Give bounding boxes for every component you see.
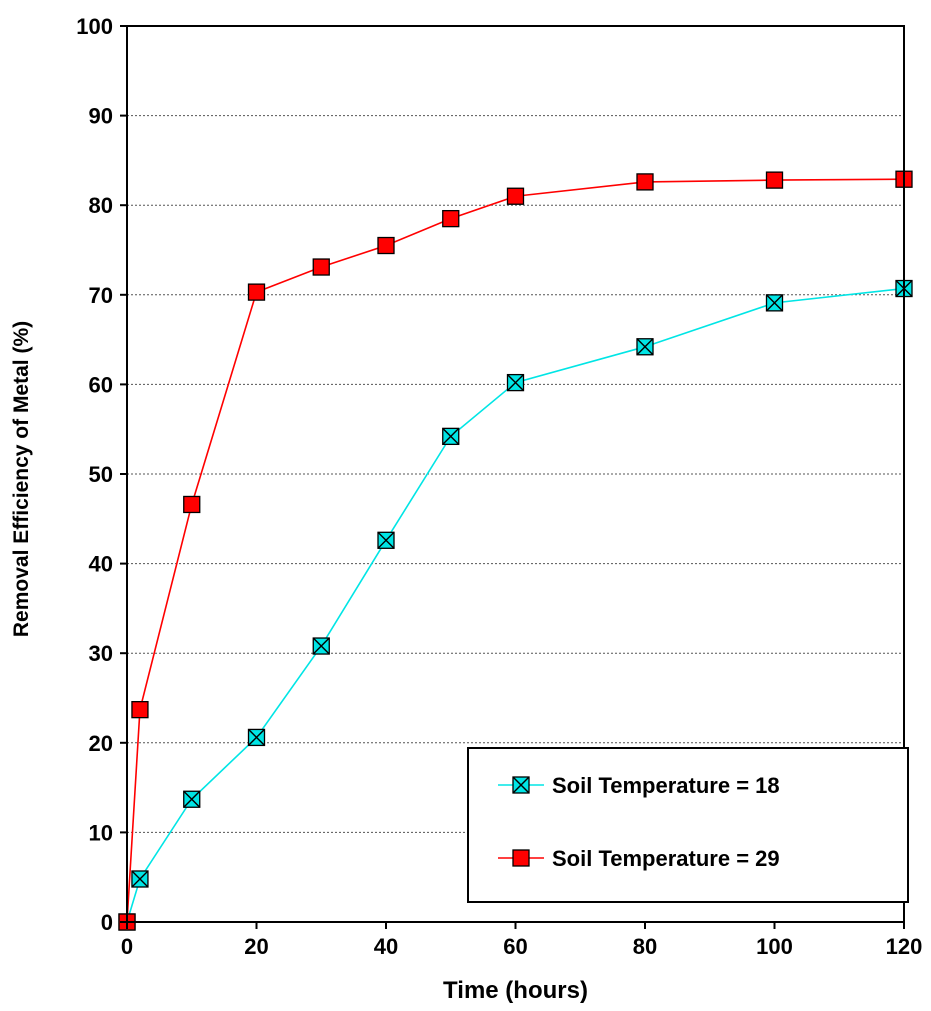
y-tick-label: 10	[89, 820, 113, 845]
y-tick-label: 100	[76, 14, 113, 39]
data-point	[512, 849, 530, 867]
legend-item-2: Soil Temperature = 29	[498, 846, 780, 871]
y-tick-label: 20	[89, 731, 113, 756]
marker-cross	[312, 637, 330, 655]
y-tick-label: 80	[89, 193, 113, 218]
grid-layer	[127, 115, 904, 833]
data-point	[765, 294, 784, 312]
data-point	[247, 283, 266, 301]
data-point	[183, 790, 201, 808]
data-point	[636, 173, 654, 191]
x-tick-label: 120	[886, 934, 923, 959]
x-axis-title: Time (hours)	[443, 977, 588, 1004]
axis-layer: 0 10 20 30 40 50 60 70 80 90 100 0 20 40 60 80 100 120	[76, 14, 922, 959]
data-point	[183, 495, 201, 514]
data-point	[312, 637, 330, 655]
y-tick-label: 90	[89, 104, 113, 129]
legend-label: Soil Temperature = 18	[552, 773, 780, 798]
data-point	[506, 187, 525, 205]
data-point	[442, 427, 460, 446]
data-point	[131, 700, 149, 719]
marker-cross	[377, 531, 395, 549]
data-point	[506, 373, 525, 392]
data-point	[377, 531, 395, 549]
marker-cross	[512, 776, 530, 794]
marker-cross	[248, 728, 265, 746]
y-tick-label: 40	[89, 552, 113, 577]
x-tick-label: 80	[633, 934, 657, 959]
data-point	[765, 171, 784, 189]
marker-cross	[766, 294, 783, 312]
data-point	[442, 209, 460, 228]
y-axis-title: Removal Efficiency of Metal (%)	[10, 321, 33, 637]
y-tick-label: 0	[101, 910, 113, 935]
data-point	[377, 236, 395, 255]
marker-cross	[507, 374, 524, 392]
y-tick-label: 60	[89, 372, 113, 397]
data-point	[312, 258, 330, 276]
legend-box	[467, 747, 909, 903]
marker-cross	[636, 338, 654, 356]
marker-cross	[131, 870, 149, 888]
legend-item-1: Soil Temperature = 18	[498, 773, 780, 798]
y-tick-label: 30	[89, 641, 113, 666]
legend: Soil Temperature = 18 Soil Temperature = …	[467, 747, 909, 903]
data-point	[131, 870, 149, 888]
data-point	[636, 338, 654, 356]
y-tick-label: 50	[89, 462, 113, 487]
x-tick-label: 40	[374, 934, 398, 959]
legend-label: Soil Temperature = 29	[552, 846, 780, 871]
y-tick-label: 70	[89, 283, 113, 308]
data-point	[247, 728, 266, 747]
series-2	[118, 170, 913, 931]
x-tick-label: 20	[244, 934, 268, 959]
data-point	[512, 776, 530, 794]
x-tick-label: 100	[756, 934, 793, 959]
x-tick-label: 0	[121, 934, 133, 959]
marker-cross	[442, 427, 460, 445]
marker-cross	[183, 790, 201, 808]
x-tick-label: 60	[503, 934, 527, 959]
